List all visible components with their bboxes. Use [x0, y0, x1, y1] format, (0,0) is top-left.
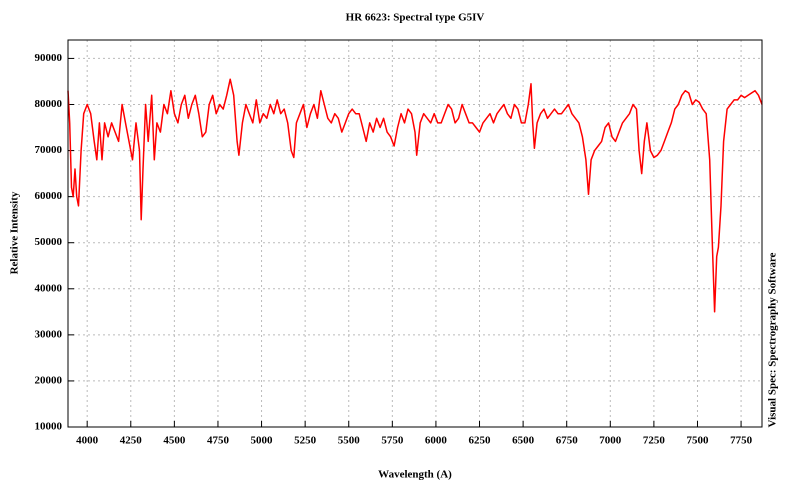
x-tick-label: 7500 — [686, 435, 709, 447]
x-tick-label: 4500 — [163, 435, 186, 447]
y-tick-label: 90000 — [35, 52, 63, 64]
x-tick-label: 5750 — [381, 435, 404, 447]
x-axis-label: Wavelength (A) — [378, 469, 452, 481]
x-tick-label: 7750 — [730, 435, 753, 447]
x-tick-label: 7250 — [643, 435, 666, 447]
x-tick-label: 5000 — [251, 435, 274, 447]
y-axis-label: Relative Intensity — [9, 191, 21, 274]
y-tick-label: 70000 — [35, 144, 63, 156]
chart-title: HR 6623: Spectral type G5IV — [346, 12, 485, 24]
y-tick-label: 40000 — [35, 282, 63, 294]
y-tick-label: 60000 — [35, 190, 63, 202]
y-tick-label: 20000 — [35, 374, 63, 386]
y-tick-label: 30000 — [35, 328, 63, 340]
y-tick-label: 10000 — [35, 421, 63, 433]
y-tick-label: 50000 — [35, 236, 63, 248]
x-tick-label: 6750 — [556, 435, 579, 447]
x-tick-label: 6500 — [512, 435, 535, 447]
y-tick-label: 80000 — [35, 98, 63, 110]
x-tick-label: 5500 — [338, 435, 361, 447]
x-tick-label: 5250 — [294, 435, 317, 447]
x-tick-label: 4000 — [76, 435, 99, 447]
annotation: Visual Spec: Spectrography Software — [767, 252, 779, 427]
x-tick-label: 7000 — [599, 435, 622, 447]
x-tick-label: 4250 — [120, 435, 143, 447]
spectrum-line — [67, 78, 763, 313]
x-tick-label: 6250 — [469, 435, 492, 447]
x-tick-label: 6000 — [425, 435, 448, 447]
plot-frame — [67, 39, 763, 428]
x-tick-label: 4750 — [207, 435, 230, 447]
